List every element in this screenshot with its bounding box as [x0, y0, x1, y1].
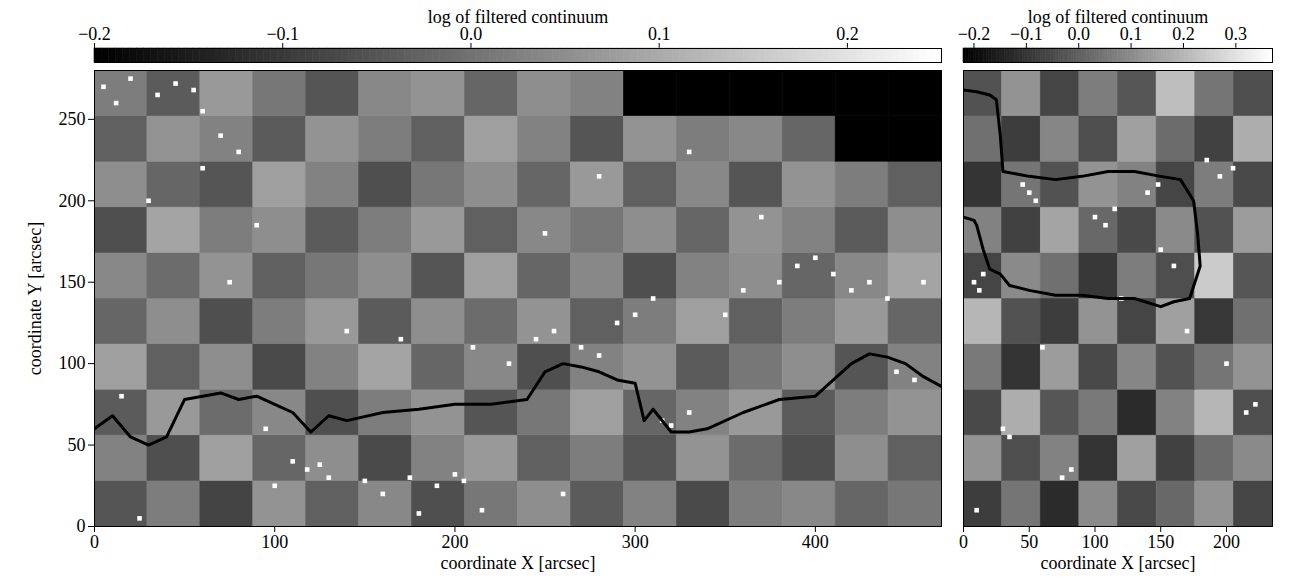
svg-text:0.1: 0.1: [648, 24, 671, 44]
svg-text:0.2: 0.2: [836, 24, 859, 44]
svg-text:100: 100: [1081, 532, 1108, 552]
svg-text:0.0: 0.0: [459, 23, 483, 44]
svg-text:coordinate X [arcsec]: coordinate X [arcsec]: [1041, 553, 1196, 573]
svg-text:0: 0: [77, 516, 86, 536]
svg-text:100: 100: [261, 532, 288, 552]
svg-text:50: 50: [68, 435, 86, 455]
svg-text:0: 0: [959, 532, 968, 552]
svg-text:−0.1: −0.1: [266, 24, 299, 44]
svg-text:coordinate Y [arcsec]: coordinate Y [arcsec]: [25, 222, 45, 376]
svg-text:150: 150: [1147, 532, 1174, 552]
svg-text:log of filtered continuum: log of filtered continuum: [428, 7, 608, 27]
svg-text:400: 400: [802, 532, 829, 552]
svg-text:50: 50: [1020, 532, 1038, 552]
svg-text:0.1: 0.1: [1119, 23, 1143, 44]
svg-text:300: 300: [622, 532, 649, 552]
svg-text:coordinate X [arcsec]: coordinate X [arcsec]: [441, 553, 596, 573]
svg-text:250: 250: [59, 109, 86, 129]
svg-text:0.3: 0.3: [1225, 24, 1248, 44]
svg-text:200: 200: [441, 532, 468, 552]
svg-text:200: 200: [59, 191, 86, 211]
svg-text:200: 200: [1213, 532, 1240, 552]
svg-text:150: 150: [59, 272, 86, 292]
svg-text:0.2: 0.2: [1172, 23, 1195, 44]
svg-text:−0.2: −0.2: [958, 24, 991, 44]
svg-text:−0.2: −0.2: [78, 24, 111, 44]
svg-text:0.0: 0.0: [1067, 23, 1090, 44]
svg-text:−0.1: −0.1: [1010, 23, 1043, 44]
svg-text:log of filtered continuum: log of filtered continuum: [1028, 7, 1208, 27]
svg-text:0: 0: [90, 532, 99, 552]
svg-text:100: 100: [59, 353, 86, 373]
